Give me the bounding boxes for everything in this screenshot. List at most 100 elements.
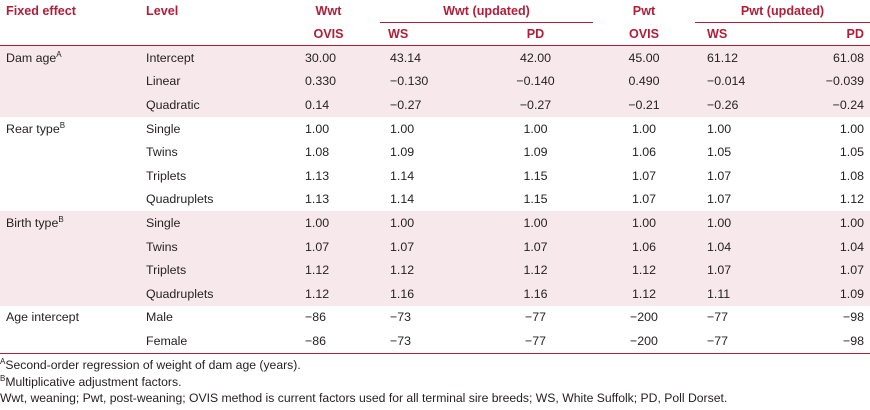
fixed-effect-empty (0, 258, 140, 282)
value-cell: 1.15 (523, 192, 548, 207)
fixed-effect-empty (0, 164, 140, 188)
level-cell: Male (146, 310, 173, 325)
value-cell: 1.11 (695, 281, 781, 306)
subheader-ws-pwt: WS (707, 27, 728, 41)
value-cell: −0.21 (593, 93, 695, 117)
footnote-a-mark: A (0, 356, 6, 366)
table-row: Rear typeB Single 1.00 1.00 1.00 1.00 1.00 1.00 (0, 117, 870, 141)
header-empty-1 (0, 23, 140, 46)
subheader-pd-wwt: PD (526, 27, 545, 41)
value-cell: 1.12 (839, 192, 864, 207)
fixed-effects-table: Fixed effect Level Wwt Wwt (updated) Pwt… (0, 0, 870, 354)
fixed-effect-cell: Birth typeB (0, 211, 140, 235)
value-cell: 1.08 (305, 145, 330, 160)
level-cell: Single (146, 121, 181, 136)
value-cell: 1.00 (781, 211, 870, 235)
footnote-mark: B (58, 214, 64, 224)
value-cell: −0.014 (695, 69, 781, 94)
fixed-effect-empty (0, 140, 140, 164)
fixed-effect-empty (0, 234, 140, 259)
value-cell: −86 (305, 310, 327, 325)
value-cell: 1.08 (839, 168, 864, 183)
level-cell: Single (140, 211, 277, 235)
value-cell: 1.05 (707, 145, 732, 160)
value-cell: 1.07 (695, 258, 781, 282)
value-cell: 1.07 (478, 234, 593, 259)
footnote-abbreviations: Wwt, weaning; Pwt, post-weaning; OVIS me… (0, 391, 728, 405)
value-cell: 1.12 (277, 281, 380, 306)
value-cell: 61.08 (781, 45, 870, 70)
value-cell: 30.00 (277, 45, 380, 70)
value-cell: 45.00 (593, 45, 695, 70)
table-row: Twins 1.07 1.07 1.07 1.06 1.04 1.04 (0, 234, 870, 259)
value-cell: 1.00 (277, 211, 380, 235)
subheader-ovis-wwt: OVIS (313, 26, 344, 41)
table-body: Dam ageA Intercept 30.00 43.14 42.00 45.00 61.… (0, 45, 870, 354)
level-cell: Intercept (140, 45, 277, 70)
value-cell: −0.130 (380, 69, 478, 94)
value-cell: 1.00 (695, 211, 781, 235)
value-cell: −200 (630, 333, 658, 348)
value-cell: −0.27 (478, 93, 593, 117)
fixed-effect-label: Birth type (6, 215, 59, 230)
table-row: Age intercept Male −86 −73 −77 −200 −77 −98 (0, 306, 870, 330)
value-cell: 1.12 (478, 258, 593, 282)
value-cell: 1.00 (593, 211, 695, 235)
value-cell: 1.07 (380, 234, 478, 259)
header-level: Level (146, 4, 179, 19)
value-cell: −98 (842, 333, 864, 348)
table-row: Triplets 1.12 1.12 1.12 1.12 1.07 1.07 (0, 258, 870, 282)
table-header: Fixed effect Level Wwt Wwt (updated) Pwt… (0, 0, 870, 46)
value-cell: −98 (842, 310, 864, 325)
value-cell: 1.07 (707, 168, 732, 183)
value-cell: −0.140 (478, 69, 593, 94)
footnote-a: ASecond-order regression of weight of da… (0, 357, 870, 374)
value-cell: 61.12 (695, 45, 781, 70)
header-pwt-updated: Pwt (updated) (695, 0, 870, 23)
value-cell: 1.12 (380, 258, 478, 282)
level-cell: Quadruplets (140, 281, 277, 306)
value-cell: 1.07 (707, 192, 732, 207)
fixed-effect-cell: Age intercept (0, 306, 140, 330)
value-cell: 1.14 (390, 192, 415, 207)
value-cell: 1.06 (593, 234, 695, 259)
value-cell: 1.12 (593, 281, 695, 306)
value-cell: 1.15 (523, 168, 548, 183)
table-container: Fixed effect Level Wwt Wwt (updated) Pwt… (0, 0, 870, 354)
level-cell: Twins (146, 145, 178, 160)
value-cell: 1.06 (631, 145, 657, 160)
table-row: Linear 0.330 −0.130 −0.140 0.490 −0.014 −0.039 (0, 69, 870, 94)
value-cell: 1.16 (478, 281, 593, 306)
value-cell: 1.00 (305, 121, 330, 136)
header-wwt-updated: Wwt (updated) (380, 0, 593, 23)
value-cell: 43.14 (380, 45, 478, 70)
table-row: Quadruplets 1.13 1.14 1.15 1.07 1.07 1.12 (0, 188, 870, 212)
subheader-ovis-pwt: OVIS (628, 26, 660, 41)
fixed-effect-cell: Rear typeB (0, 117, 140, 141)
footnote-b: BMultiplicative adjustment factors. (0, 374, 870, 391)
value-cell: −0.27 (380, 93, 478, 117)
footnotes: ASecond-order regression of weight of da… (0, 357, 870, 407)
value-cell: 1.13 (305, 168, 330, 183)
level-cell: Quadruplets (146, 192, 214, 207)
value-cell: 1.00 (380, 211, 478, 235)
table-row: Dam ageA Intercept 30.00 43.14 42.00 45.00 61.… (0, 45, 870, 70)
value-cell: −86 (305, 333, 327, 348)
value-cell: −77 (524, 333, 547, 348)
fixed-effect-empty (0, 69, 140, 94)
fixed-effect-empty (0, 188, 140, 212)
value-cell: 1.00 (478, 211, 593, 235)
level-cell: Twins (140, 234, 277, 259)
value-cell: 1.13 (305, 192, 330, 207)
footnote-mark: A (56, 49, 62, 59)
footnote-a-text: Second-order regression of weight of dam… (5, 358, 301, 372)
value-cell: 0.490 (593, 69, 695, 94)
value-cell: 1.00 (523, 121, 548, 136)
value-cell: −0.26 (695, 93, 781, 117)
fixed-effect-empty (0, 329, 140, 353)
value-cell: 1.16 (380, 281, 478, 306)
value-cell: −77 (524, 310, 547, 325)
table-row: Quadratic 0.14 −0.27 −0.27 −0.21 −0.26 −0.24 (0, 93, 870, 117)
value-cell: −0.039 (781, 69, 870, 94)
table-row: Quadruplets 1.12 1.16 1.16 1.12 1.11 1.09 (0, 281, 870, 306)
